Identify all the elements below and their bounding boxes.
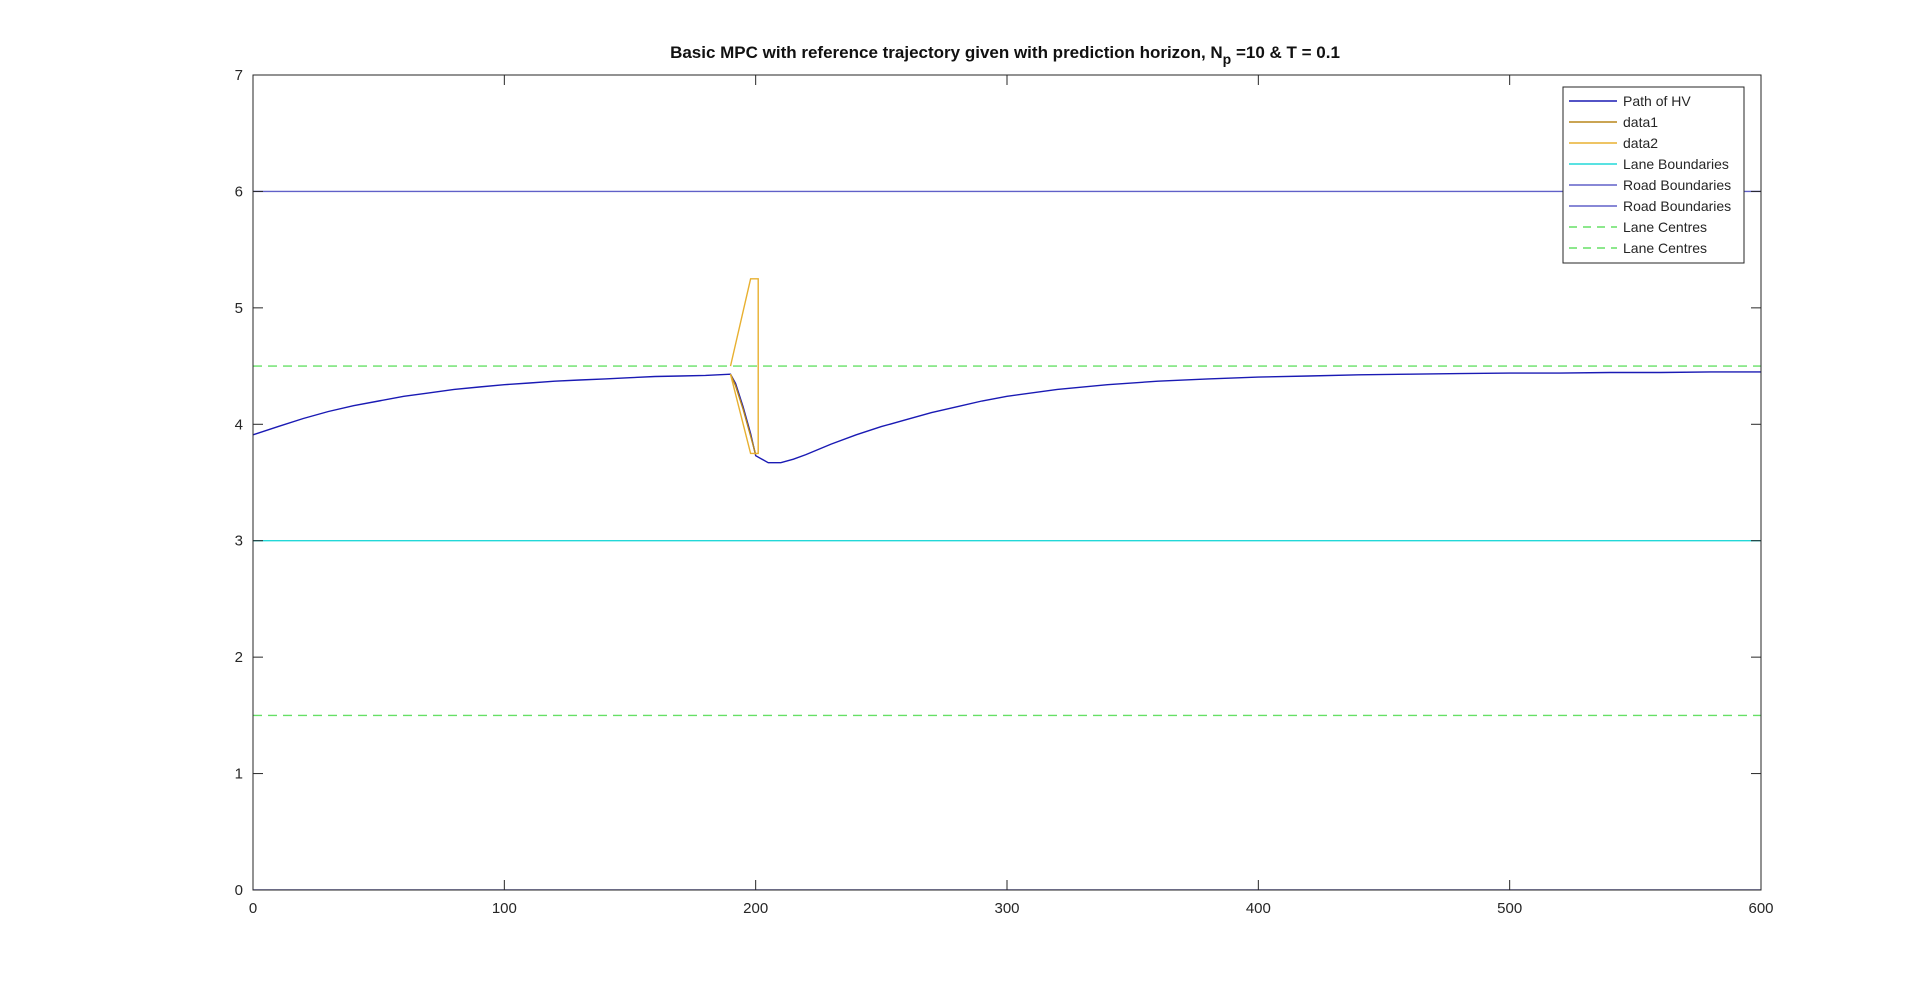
legend-label: Road Boundaries — [1623, 177, 1731, 193]
x-tick-label: 100 — [492, 900, 517, 917]
legend-label: Lane Centres — [1623, 219, 1707, 235]
y-tick-label: 6 — [235, 183, 243, 200]
legend-box — [1562, 86, 1745, 264]
x-tick-label: 200 — [743, 900, 768, 917]
legend-label: Lane Centres — [1623, 240, 1707, 256]
chart-title-main: Basic MPC with reference trajectory give… — [670, 43, 1223, 62]
legend-label: data1 — [1623, 114, 1658, 130]
x-tick-label: 0 — [249, 900, 257, 917]
axes-box — [252, 74, 1762, 891]
legend-label: data2 — [1623, 135, 1658, 151]
y-tick-label: 1 — [235, 766, 243, 783]
y-tick-label: 3 — [235, 533, 243, 550]
legend: Path of HV data1 data2 Lane Boundaries Road … — [1562, 86, 1745, 264]
y-tick-label: 2 — [235, 649, 243, 666]
y-tick-label: 5 — [235, 300, 243, 317]
x-tick-label: 600 — [1748, 900, 1773, 917]
legend-label: Lane Boundaries — [1623, 156, 1729, 172]
y-tick-label: 4 — [235, 416, 243, 433]
chart-title: Basic MPC with reference trajectory give… — [670, 43, 1340, 67]
plot-area — [253, 190, 1761, 890]
axes: 0 100 200 300 400 500 600 0 1 2 3 4 5 6 7 — [235, 67, 1774, 917]
x-tick-label: 300 — [994, 900, 1019, 917]
series-line-data2-2 — [729, 278, 759, 455]
legend-label: Path of HV — [1623, 93, 1691, 109]
x-tick-label: 400 — [1246, 900, 1271, 917]
y-tick-label: 7 — [235, 67, 243, 84]
y-tick-label: 0 — [235, 882, 243, 899]
x-tick-label: 500 — [1497, 900, 1522, 917]
chart-title-subscript: p — [1223, 51, 1232, 67]
series-line-data1-1 — [729, 373, 757, 455]
chart-title-tail: =10 & T = 0.1 — [1231, 43, 1340, 62]
legend-label: Road Boundaries — [1623, 198, 1731, 214]
series-line-path-of-hv-0 — [253, 371, 1761, 464]
